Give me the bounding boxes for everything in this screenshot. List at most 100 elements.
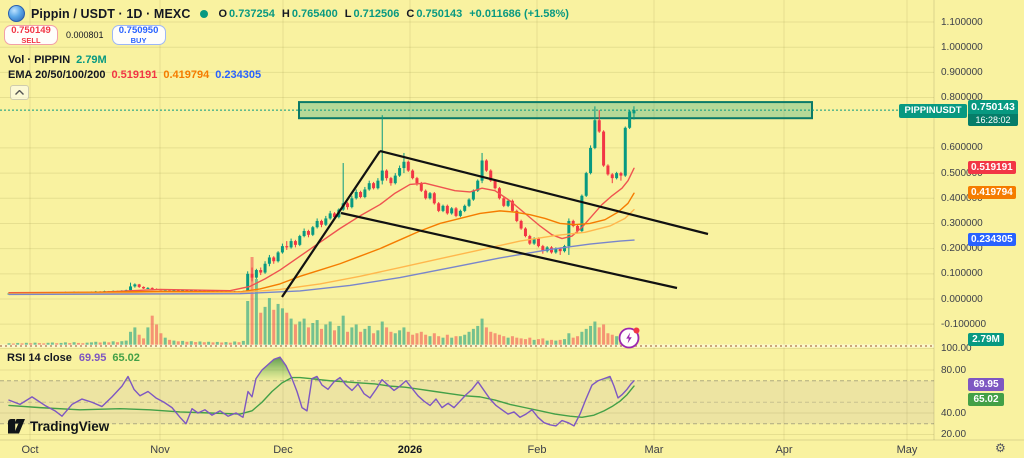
volume-bar xyxy=(267,298,271,345)
volume-bar xyxy=(541,338,545,345)
price-axis-label: 1.100000 xyxy=(941,16,983,28)
rsi-legend[interactable]: RSI 14 close 69.95 65.02 xyxy=(7,352,140,364)
candle-body xyxy=(463,205,467,211)
volume-bar xyxy=(476,325,480,345)
candle-body xyxy=(467,199,471,206)
volume-bar xyxy=(545,340,549,345)
volume-bar xyxy=(563,339,567,345)
volume-bar xyxy=(72,342,76,345)
candle-body xyxy=(142,286,146,289)
candle-body xyxy=(393,175,397,184)
candle-body xyxy=(415,178,419,184)
candle-body xyxy=(367,183,371,190)
candle-body xyxy=(458,210,462,216)
tradingview-logo-icon xyxy=(8,419,25,434)
candle-body xyxy=(346,203,350,208)
buy-button[interactable]: 0.750950 BUY xyxy=(111,25,166,45)
candle-body xyxy=(445,205,449,214)
volume-bar xyxy=(484,327,488,345)
volume-bar xyxy=(198,341,202,345)
volume-bar xyxy=(46,342,50,345)
volume-bar xyxy=(172,340,176,345)
candle-body xyxy=(563,246,567,252)
volume-bar xyxy=(129,331,133,345)
volume-bar xyxy=(536,339,540,345)
candle-body xyxy=(489,170,493,181)
ohlc-key: H xyxy=(281,7,290,20)
volume-bar xyxy=(85,342,89,345)
volume-bar xyxy=(150,315,154,345)
volume-bar xyxy=(89,342,93,345)
volume-bar xyxy=(393,333,397,345)
candle-body xyxy=(532,238,536,244)
candle-body xyxy=(615,173,619,179)
candle-body xyxy=(289,241,293,248)
candle-body xyxy=(181,290,185,292)
volume-bar xyxy=(380,321,384,345)
rsi-legend-label: RSI 14 close xyxy=(7,352,72,364)
candle-body xyxy=(502,198,506,206)
sell-button[interactable]: 0.750149 SELL xyxy=(4,25,58,45)
trendline xyxy=(281,150,381,298)
candle-body xyxy=(593,120,597,148)
volume-bar xyxy=(220,342,224,345)
volume-bar xyxy=(276,303,280,345)
axis-value-badge: 0.234305 xyxy=(968,233,1016,246)
ema-value: 0.419794 xyxy=(163,69,210,81)
price-axis-label: 0.300000 xyxy=(941,217,983,229)
volume-bar xyxy=(346,331,350,345)
volume-bar xyxy=(454,336,458,345)
candle-body xyxy=(302,231,306,237)
time-axis-label: May xyxy=(896,444,918,456)
axis-value-badge: 2.79M xyxy=(968,333,1004,346)
volume-bar xyxy=(181,340,185,345)
time-axis-label: Mar xyxy=(644,444,664,456)
ohlc-value: 0.712506 xyxy=(353,7,400,20)
axis-settings-gear-icon[interactable]: ⚙ xyxy=(995,441,1006,455)
volume-bar xyxy=(168,339,172,345)
volume-bar xyxy=(354,324,358,345)
volume-bar xyxy=(463,334,467,345)
volume-bar xyxy=(467,331,471,345)
collapse-pane-button[interactable] xyxy=(10,85,29,100)
tradingview-logo[interactable]: TradingView xyxy=(8,419,109,434)
ohlc-values: O 0.737254 H 0.765400 L 0.712506 C 0.750143 +0.0… xyxy=(218,8,568,20)
volume-bar xyxy=(250,257,254,345)
candle-body xyxy=(293,241,297,245)
candle-body xyxy=(406,161,410,171)
ema-legend[interactable]: EMA 20/50/100/200 0.519191 0.419794 0.2343… xyxy=(8,69,261,81)
volume-bar xyxy=(311,323,315,345)
candle-body xyxy=(623,127,627,176)
quick-trade-button[interactable] xyxy=(617,326,641,350)
candle-body xyxy=(306,231,310,235)
symbol-title[interactable]: Pippin / USDT · 1D · MEXC xyxy=(31,6,191,21)
candle-body xyxy=(454,208,458,216)
volume-bar xyxy=(176,341,180,345)
volume-bar xyxy=(224,342,228,345)
ohlc-value: 0.737254 xyxy=(229,7,275,20)
candle-body xyxy=(137,284,141,287)
axis-value-badge: 0.419794 xyxy=(968,186,1016,200)
volume-bar xyxy=(94,341,98,345)
symbol-price-tag: PIPPINUSDT xyxy=(899,104,967,118)
candle-body xyxy=(580,195,584,232)
volume-legend-label: Vol · PIPPIN xyxy=(8,54,71,66)
volume-bar xyxy=(567,333,571,345)
candle-body xyxy=(133,284,137,287)
volume-bar xyxy=(424,334,428,345)
volume-bar xyxy=(523,339,527,345)
volume-bar xyxy=(185,341,189,345)
volume-bar xyxy=(29,343,33,345)
axis-value-badge: 0.519191 xyxy=(968,161,1016,175)
volume-bar xyxy=(576,336,580,345)
rsi-axis-label: 20.00 xyxy=(941,429,967,440)
candle-body xyxy=(576,225,580,232)
candle-body xyxy=(515,210,519,221)
volume-bar xyxy=(215,341,219,345)
candle-body xyxy=(359,191,363,198)
candle-body xyxy=(424,190,428,199)
volume-bar xyxy=(107,342,111,345)
rsi-axis-label: 100.00 xyxy=(941,343,972,354)
chevron-up-icon xyxy=(15,90,24,95)
volume-legend[interactable]: Vol · PIPPIN 2.79M xyxy=(8,54,107,66)
